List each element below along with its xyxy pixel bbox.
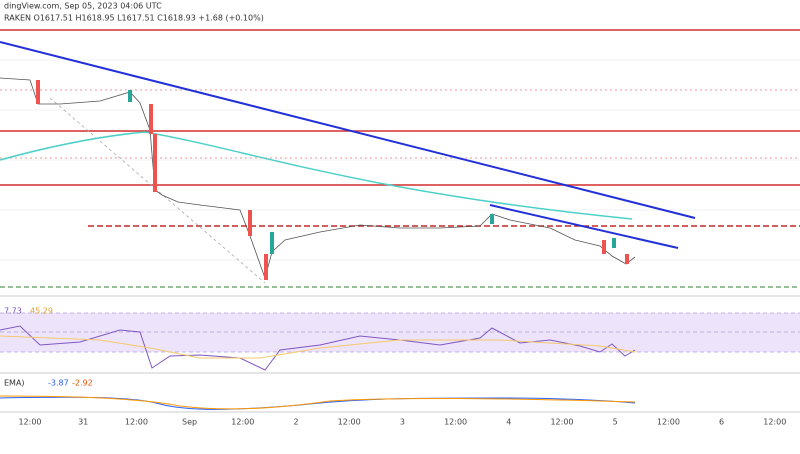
x-axis-label: 5 [613, 418, 618, 427]
x-axis-label: 6 [719, 418, 724, 427]
x-axis-label: 12:00 [125, 418, 148, 427]
candles [36, 80, 629, 280]
macd-label: -2.92 [72, 379, 93, 388]
price-line [0, 77, 636, 280]
x-axis-label: 12:00 [550, 418, 573, 427]
macd-label: -3.87 [48, 379, 69, 388]
header-quote: RAKEN O1617.51 H1618.95 L1617.51 C1618.9… [4, 14, 264, 23]
x-axis-label: 12:00 [444, 418, 467, 427]
rsi-label: 7.73 [4, 307, 22, 316]
moving-average [0, 131, 633, 220]
rsi-line [0, 325, 636, 371]
header-source: dingView.com, Sep 05, 2023 04:06 UTC [4, 2, 162, 11]
x-axis-label: Sep [182, 418, 197, 427]
x-axis-label: 31 [78, 418, 88, 427]
rsi-band [0, 313, 800, 352]
levels [0, 29, 800, 288]
x-axis-label: 12:00 [338, 418, 361, 427]
rsi-label: 45.29 [30, 307, 53, 316]
x-axis: 12:00 31 12:00 Sep 12:00 2 12:00 3 12:00 4 12:00 5 1… [18, 418, 786, 427]
x-axis-label: 4 [506, 418, 511, 427]
trend-line [0, 41, 696, 219]
trend-line [489, 204, 679, 249]
macd-label: EMA) [4, 379, 25, 388]
x-axis-label: 3 [400, 418, 405, 427]
x-axis-label: 12:00 [763, 418, 786, 427]
x-axis-label: 12:00 [18, 418, 41, 427]
x-axis-label: 12:00 [231, 418, 254, 427]
x-axis-label: 2 [293, 418, 298, 427]
x-axis-label: 12:00 [657, 418, 680, 427]
